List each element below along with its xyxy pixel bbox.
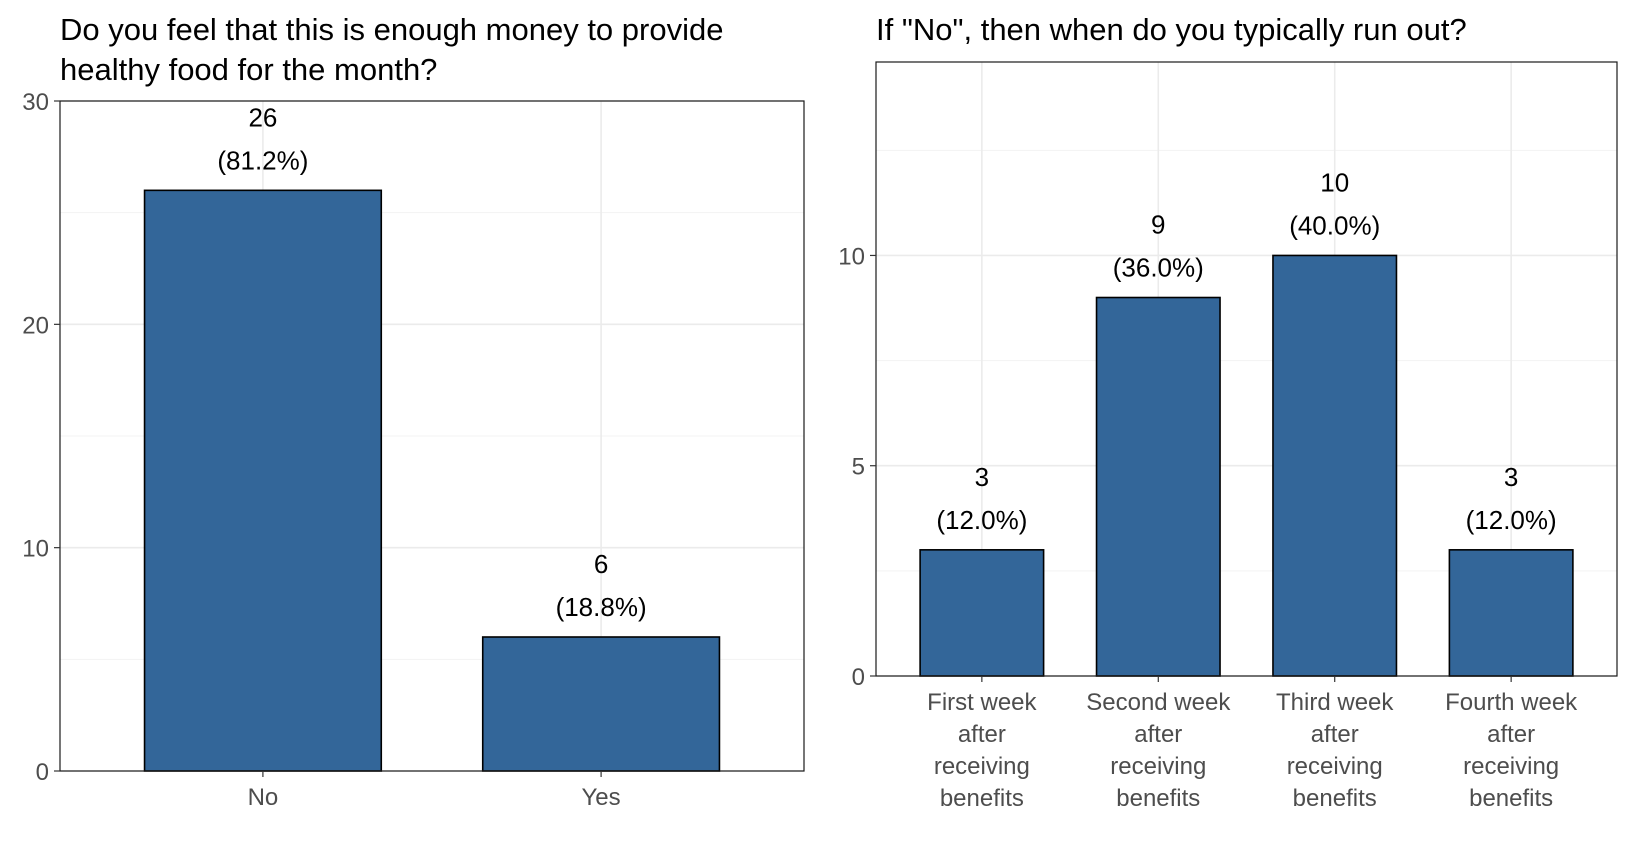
right-data-label-percent-2: (36.0%): [1113, 253, 1204, 283]
right-x-tick-label-1-line-1: First week: [927, 689, 1037, 716]
right-x-tick-label-2-line-1: Second week: [1086, 689, 1231, 716]
right-bar-1: [919, 549, 1045, 677]
right-data-label-percent-1: (12.0%): [936, 505, 1027, 535]
right-x-tick-label-3-line-2: after: [1311, 721, 1359, 748]
left-bar-1: [143, 189, 383, 772]
chart-panel-right: If "No", then when do you typically run …: [838, 12, 1618, 812]
right-y-tick-label: 0: [852, 664, 865, 691]
left-y-tick-label: 20: [22, 312, 49, 339]
right-x-tick-label-1-line-4: benefits: [940, 785, 1024, 812]
right-bar-2: [1095, 296, 1221, 677]
right-y-tick-label: 10: [838, 243, 865, 270]
right-data-label-count-3: 10: [1320, 167, 1349, 197]
left-x-tick-label-2-line-1: Yes: [582, 784, 621, 811]
left-data-label-percent-1: (81.2%): [217, 145, 308, 175]
right-x-tick-label-4-line-3: receiving: [1463, 753, 1559, 780]
right-x-tick-label-4-line-2: after: [1487, 721, 1535, 748]
left-y-tick-label: 30: [22, 89, 49, 116]
right-x-tick-label-2-line-4: benefits: [1116, 785, 1200, 812]
left-y-tick-label: 0: [36, 759, 49, 786]
right-bar-4: [1448, 549, 1574, 677]
right-x-tick-label-1-line-3: receiving: [934, 753, 1030, 780]
right-data-label-count-4: 3: [1504, 462, 1518, 492]
right-chart-title-line-1: If "No", then when do you typically run …: [876, 12, 1467, 47]
left-bar-2: [481, 636, 721, 772]
right-x-tick-label-3-line-4: benefits: [1293, 785, 1377, 812]
right-x-tick-label-4-line-4: benefits: [1469, 785, 1553, 812]
right-data-label-percent-3: (40.0%): [1289, 210, 1380, 240]
left-data-label-count-2: 6: [594, 549, 608, 579]
right-data-label-count-1: 3: [975, 462, 989, 492]
left-panel-border: [59, 100, 805, 772]
chart-panel-left: Do you feel that this is enough money to…: [22, 12, 805, 811]
right-x-tick-label-3-line-1: Third week: [1276, 689, 1394, 716]
right-data-label-percent-4: (12.0%): [1466, 505, 1557, 535]
left-y-tick-label: 10: [22, 536, 49, 563]
right-bar-3: [1272, 254, 1398, 677]
right-panel-border: [875, 61, 1618, 677]
left-chart-title-line-1: Do you feel that this is enough money to…: [60, 12, 723, 47]
right-x-tick-label-1-line-2: after: [958, 721, 1006, 748]
left-data-label-count-1: 26: [248, 102, 277, 132]
right-data-label-count-2: 9: [1151, 210, 1165, 240]
right-x-tick-label-3-line-3: receiving: [1287, 753, 1383, 780]
left-chart-title-line-2: healthy food for the month?: [60, 52, 437, 87]
right-x-tick-label-2-line-3: receiving: [1110, 753, 1206, 780]
right-x-tick-label-4-line-1: Fourth week: [1445, 689, 1578, 716]
right-x-tick-label-2-line-2: after: [1134, 721, 1182, 748]
left-x-tick-label-1-line-1: No: [248, 784, 279, 811]
right-y-tick-label: 5: [852, 454, 865, 481]
left-data-label-percent-2: (18.8%): [556, 592, 647, 622]
